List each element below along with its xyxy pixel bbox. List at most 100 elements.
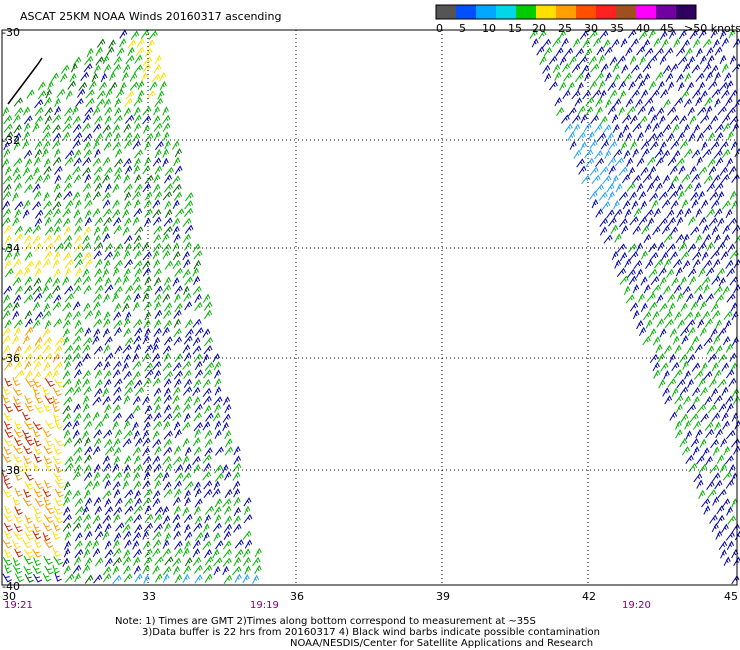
wind-barb — [4, 234, 12, 244]
wind-barb — [174, 293, 181, 303]
wind-barb — [727, 217, 737, 227]
wind-barb — [719, 81, 729, 92]
wind-barb — [673, 258, 682, 269]
wind-barb — [33, 437, 42, 447]
wind-barb — [712, 446, 720, 456]
wind-barb — [659, 141, 667, 151]
wind-barb — [113, 506, 123, 516]
wind-barb — [694, 284, 703, 294]
wind-barb — [33, 292, 43, 302]
wind-barb — [644, 209, 654, 219]
wind-barb — [43, 97, 52, 107]
wind-barb — [13, 454, 23, 464]
wind-barb — [621, 174, 630, 184]
wind-barb — [648, 301, 658, 311]
wind-barb — [172, 411, 182, 422]
wind-barb — [631, 200, 639, 210]
wind-barb — [114, 276, 122, 286]
wind-barb — [715, 156, 724, 167]
wind-barb — [33, 277, 42, 287]
wind-barb — [104, 498, 112, 508]
wind-barb — [172, 250, 181, 261]
wind-barb — [144, 132, 154, 143]
wind-barb — [173, 505, 181, 515]
wind-barb — [14, 200, 24, 211]
wind-barb — [152, 438, 162, 449]
wind-barb — [224, 403, 232, 414]
wind-barb — [93, 226, 101, 236]
wind-barb — [3, 285, 13, 295]
wind-barb — [233, 455, 241, 465]
wind-barb — [696, 132, 705, 142]
wind-barb — [621, 224, 629, 235]
wind-barb — [3, 183, 12, 193]
wind-barb — [50, 72, 59, 82]
wind-barb — [720, 173, 730, 184]
wind-barb — [643, 233, 652, 244]
wind-barb — [103, 216, 112, 227]
wind-barb — [612, 175, 619, 185]
wind-barb — [152, 565, 160, 575]
wind-barb — [173, 318, 181, 328]
wind-barb — [212, 548, 220, 559]
wind-barb — [585, 157, 595, 168]
wind-barb — [163, 481, 172, 491]
wind-barb — [83, 141, 91, 151]
wind-barb — [612, 63, 620, 73]
wind-barb — [43, 191, 50, 202]
wind-barb — [711, 88, 721, 99]
wind-barb — [225, 438, 233, 448]
wind-barb — [42, 327, 51, 338]
wind-barb — [657, 353, 666, 363]
wind-barb — [52, 132, 62, 142]
wind-barb — [73, 276, 82, 286]
wind-barb — [163, 217, 173, 227]
wind-barb — [686, 81, 694, 92]
legend-label-10: 10 — [482, 22, 496, 35]
wind-barb — [646, 292, 656, 302]
wind-barb — [699, 327, 707, 337]
wind-barb — [224, 471, 232, 481]
wind-barb — [132, 395, 141, 405]
legend-swatch — [576, 5, 597, 19]
wind-barb — [707, 489, 717, 499]
wind-barb — [141, 72, 148, 82]
wind-barb — [669, 328, 677, 338]
wind-barb — [152, 430, 160, 440]
map-title: ASCAT 25KM NOAA Winds 20160317 ascending — [20, 10, 281, 23]
wind-barb — [685, 430, 693, 440]
wind-barb — [152, 377, 161, 387]
wind-barb — [152, 343, 159, 353]
wind-barb — [12, 310, 20, 320]
wind-barb — [33, 573, 43, 583]
wind-barb — [698, 463, 708, 474]
wind-barb — [4, 131, 14, 141]
wind-barb — [567, 81, 575, 92]
wind-barb — [722, 285, 730, 296]
wind-barb — [153, 276, 161, 287]
wind-barb — [23, 122, 31, 132]
wind-barb — [112, 404, 121, 414]
wind-barb — [602, 175, 612, 185]
wind-barb — [113, 56, 122, 66]
wind-barb — [132, 446, 141, 456]
wind-barb — [721, 114, 731, 124]
wind-barb — [234, 573, 242, 583]
wind-barb — [636, 131, 644, 142]
wind-barb — [661, 38, 669, 48]
wind-barb — [720, 437, 728, 448]
wind-barb — [151, 73, 161, 83]
wind-barb — [706, 480, 715, 490]
wind-barb — [122, 226, 130, 236]
wind-barb — [24, 242, 33, 252]
wind-barb — [722, 335, 731, 346]
wind-barb — [123, 174, 131, 184]
wind-barb — [605, 98, 612, 109]
wind-barb — [143, 522, 153, 532]
wind-barb — [114, 378, 123, 388]
wind-barb — [213, 480, 221, 490]
wind-barb — [94, 148, 101, 158]
wind-barb — [729, 250, 739, 260]
lon-label: 39 — [436, 590, 450, 603]
wind-barb — [22, 539, 32, 549]
